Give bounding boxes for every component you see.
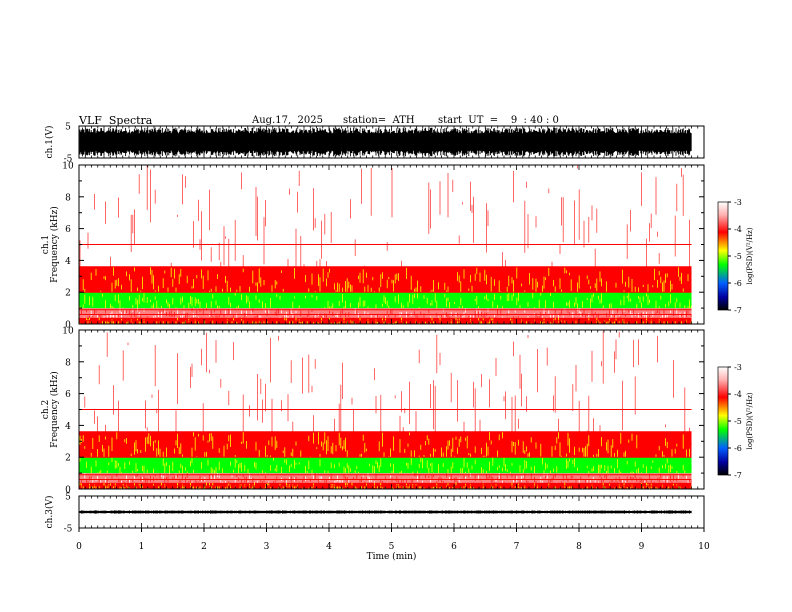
spectrogram-band [79,308,692,318]
figure-title: VLF Spectra [79,114,153,127]
spectrogram-texture [79,457,686,474]
y-tick-label: 6 [65,390,71,400]
date-label: Aug.17, 2025 [252,115,323,126]
spectrogram-texture [87,292,682,309]
x-tick-label: 5 [389,542,395,552]
x-tick-label: 1 [139,542,145,552]
y-axis-label: ch.2 [41,400,51,419]
spectrogram-texture [81,267,686,293]
spectrogram-band [79,457,692,474]
spectrogram-texture [81,308,692,318]
y-axis-label: Frequency (kHz) [49,206,60,283]
y-axis-label: ch.1(V) [44,126,55,159]
y-tick-label: 0 [65,486,71,496]
colorbar-tick-label: -5 [734,417,742,426]
y-tick-label: 5 [65,123,71,133]
x-axis-label: Time (min) [367,551,417,562]
colorbar [717,366,729,476]
y-tick-label: 5 [65,493,71,503]
y-tick-label: 10 [62,162,74,172]
spectrogram-texture [81,473,692,483]
colorbar-label: log(PSD)(V²/Hz) [746,227,754,284]
x-tick-label: 3 [264,542,270,552]
colorbar-tick-label: -6 [734,444,742,453]
x-tick-label: 8 [576,542,582,552]
spectrogram-texture [81,166,692,267]
y-axis-label: ch.1 [41,235,51,254]
y-axis-label: Frequency (kHz) [49,371,60,448]
spectrogram-texture [79,165,690,267]
y-tick-label: 8 [65,358,71,368]
y-tick-label: 6 [65,225,71,235]
colorbar-tick-label: -3 [734,198,742,207]
x-tick-label: 0 [76,542,82,552]
spectrogram-texture [84,331,690,432]
colorbar-tick-label: -4 [734,390,742,399]
y-tick-label: 4 [65,257,71,267]
x-tick-label: 7 [514,542,520,552]
station-label: station= ATH [343,115,415,126]
colorbar-tick-label: -5 [734,252,742,261]
y-axis-label: ch.3(V) [44,496,55,529]
y-tick-label: 4 [65,422,71,432]
colorbar [717,201,729,311]
start-time-label: start UT = 9 : 40 : 0 [438,115,559,126]
colorbar-tick-label: -3 [734,363,742,372]
spectrogram-texture [84,473,689,483]
colorbar-tick-label: -7 [734,306,742,315]
x-tick-label: 10 [698,542,710,552]
spectrogram-texture [81,457,692,474]
y-tick-label: 2 [65,454,71,464]
colorbar-tick-label: -4 [734,225,742,234]
spectrogram-texture [81,330,692,432]
x-tick-label: 4 [326,542,332,552]
colorbar-label: log(PSD)(V²/Hz) [746,392,754,449]
x-tick-label: 2 [201,542,207,552]
y-tick-label: 2 [65,289,71,299]
y-tick-label: 8 [65,193,71,203]
spectrogram-texture [79,431,690,458]
colorbar-tick-label: -6 [734,279,742,288]
y-tick-label: 0 [65,321,71,331]
x-tick-label: 9 [639,542,645,552]
y-tick-label: -5 [64,525,73,535]
x-tick-label: 6 [451,542,457,552]
spectrogram-texture [82,266,689,293]
colorbar-tick-label: -7 [734,471,742,480]
y-tick-label: 10 [62,327,74,337]
spectrogram-texture [79,292,692,309]
y-tick-label: -5 [64,155,73,165]
spectrogram-texture [94,431,692,458]
